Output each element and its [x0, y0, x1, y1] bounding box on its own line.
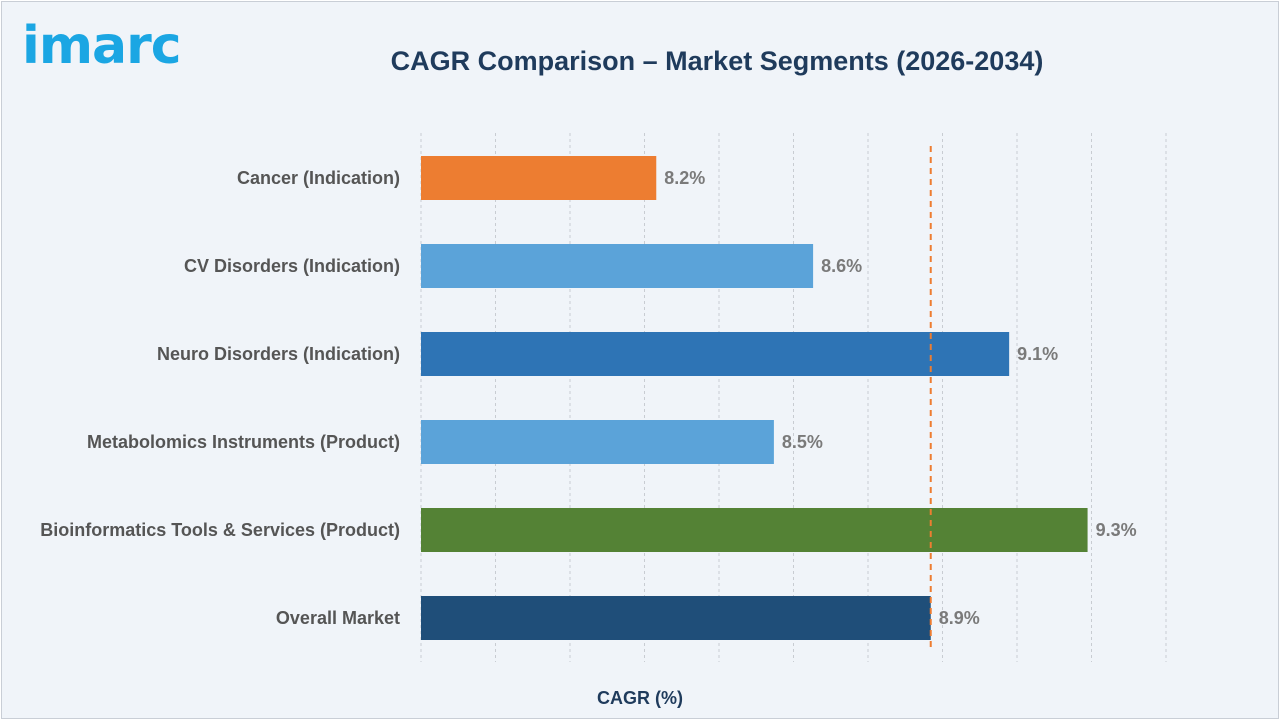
bars: [421, 156, 1088, 640]
value-labels: 8.2% 8.6% 9.1% 8.5% 9.3% 8.9%: [664, 168, 1136, 628]
value-label: 8.5%: [782, 432, 823, 452]
category-label: CV Disorders (Indication): [184, 256, 400, 276]
value-label: 9.3%: [1096, 520, 1137, 540]
x-axis-label: CAGR (%): [597, 688, 683, 708]
category-label: Overall Market: [276, 608, 400, 628]
value-label: 9.1%: [1017, 344, 1058, 364]
category-label: Neuro Disorders (Indication): [157, 344, 400, 364]
gridlines: [420, 133, 1167, 662]
category-label: Bioinformatics Tools & Services (Product…: [40, 520, 400, 540]
bar: [421, 596, 931, 640]
imarc-logo: imarc: [22, 16, 182, 76]
category-label: Metabolomics Instruments (Product): [87, 432, 400, 452]
category-labels: Cancer (Indication) CV Disorders (Indicat…: [40, 168, 400, 628]
chart-title: CAGR Comparison – Market Segments (2026-…: [390, 46, 1044, 76]
bar: [421, 508, 1088, 552]
bar: [421, 244, 814, 288]
bar: [421, 332, 1010, 376]
bar: [421, 420, 774, 464]
value-label: 8.6%: [821, 256, 862, 276]
category-label: Cancer (Indication): [237, 168, 400, 188]
bar: [421, 156, 657, 200]
value-label: 8.9%: [939, 608, 980, 628]
value-label: 8.2%: [664, 168, 705, 188]
